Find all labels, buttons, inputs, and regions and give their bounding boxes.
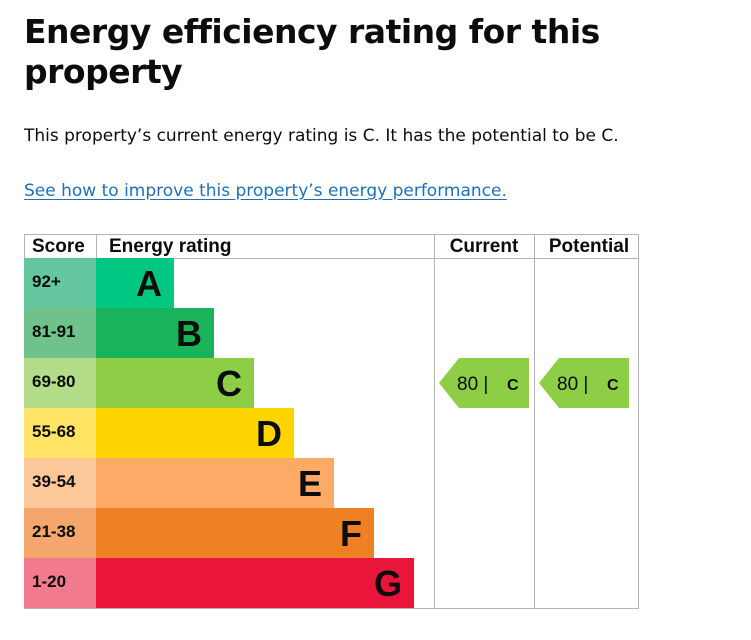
score-cell-d (24, 408, 96, 458)
score-label-d: 55-68 (32, 422, 75, 441)
band-bar-c (96, 358, 254, 408)
header-potential: Potential (549, 236, 629, 257)
score-label-a: 92+ (32, 272, 61, 291)
page-title: Energy efficiency rating for this proper… (24, 12, 600, 91)
rating-bands: 92+ A 81-91 B 69-80 C 55-68 D 39-54 E 21-38 F 1-20 G (24, 258, 414, 608)
score-cell-e (24, 458, 96, 508)
current-score-label: 80 | (457, 374, 488, 395)
band-letter-f: F (340, 513, 362, 554)
potential-score-label: 80 | (557, 374, 588, 395)
band-bar-f (96, 508, 374, 558)
band-letter-g: G (374, 563, 402, 604)
band-bar-e (96, 458, 334, 508)
band-letter-c: C (216, 363, 242, 404)
band-bar-a (96, 258, 174, 308)
improve-energy-link[interactable]: See how to improve this property’s energ… (24, 181, 507, 201)
score-cell-b (24, 308, 96, 358)
score-label-b: 81-91 (32, 322, 75, 341)
score-cell-f (24, 508, 96, 558)
score-label-c: 69-80 (32, 372, 75, 391)
current-arrow (439, 358, 529, 408)
header-energy-rating: Energy rating (109, 236, 231, 257)
band-bar-d (96, 408, 294, 458)
current-band-letter: C (507, 377, 519, 394)
band-letter-d: D (256, 413, 282, 454)
band-bar-b (96, 308, 214, 358)
score-cell-a (24, 258, 96, 308)
band-letter-e: E (298, 463, 322, 504)
score-cell-c (24, 358, 96, 408)
header-score: Score (32, 236, 85, 257)
score-label-e: 39-54 (32, 472, 76, 491)
potential-arrow (539, 358, 629, 408)
score-cell-g (24, 558, 96, 608)
band-letter-a: A (136, 263, 162, 304)
score-label-g: 1-20 (32, 572, 66, 591)
rating-arrows: 80 | C 80 | C (439, 358, 629, 408)
band-bar-g (96, 558, 414, 608)
rating-summary: This property’s current energy rating is… (24, 126, 619, 146)
header-current: Current (450, 236, 519, 257)
potential-band-letter: C (607, 377, 619, 394)
score-label-f: 21-38 (32, 522, 75, 541)
band-letter-b: B (176, 313, 202, 354)
